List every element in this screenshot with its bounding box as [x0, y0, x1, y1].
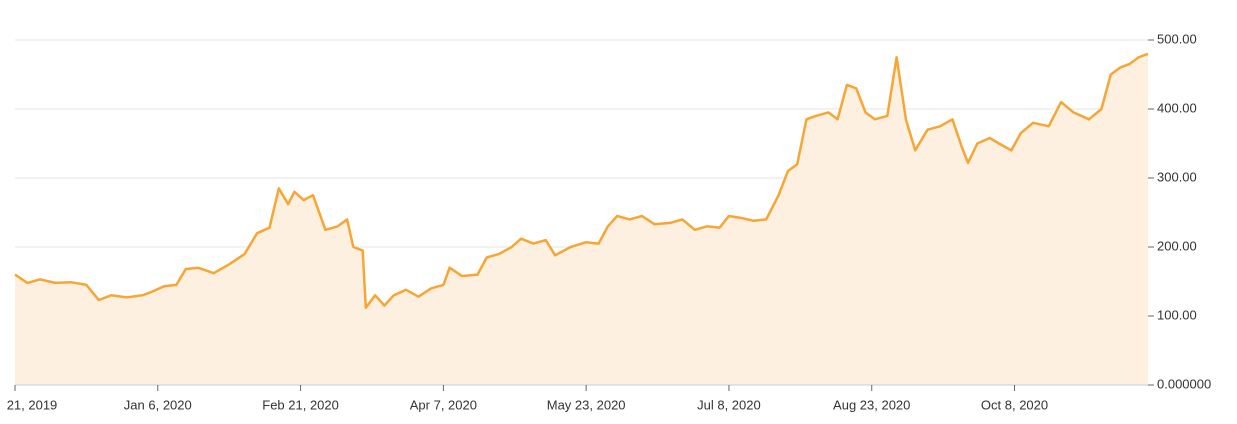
x-tick-label: Aug 23, 2020: [833, 397, 910, 412]
x-tick-label: 21, 2019: [7, 397, 58, 412]
y-tick-label: 0.000000: [1157, 376, 1211, 391]
x-tick-label: Apr 7, 2020: [410, 397, 477, 412]
y-tick-label: 300.00: [1157, 169, 1197, 184]
y-tick-label: 400.00: [1157, 100, 1197, 115]
x-tick-label: May 23, 2020: [547, 397, 626, 412]
y-tick-label: 100.00: [1157, 307, 1197, 322]
x-tick-label: Jul 8, 2020: [697, 397, 761, 412]
x-tick-label: Jan 6, 2020: [124, 397, 192, 412]
y-tick-label: 500.00: [1157, 31, 1197, 46]
y-tick-label: 200.00: [1157, 238, 1197, 253]
line: [14, 52, 1149, 309]
x-tick-label: Feb 21, 2020: [262, 397, 339, 412]
x-tick-label: Oct 8, 2020: [981, 397, 1048, 412]
area-fill: [15, 53, 1148, 386]
